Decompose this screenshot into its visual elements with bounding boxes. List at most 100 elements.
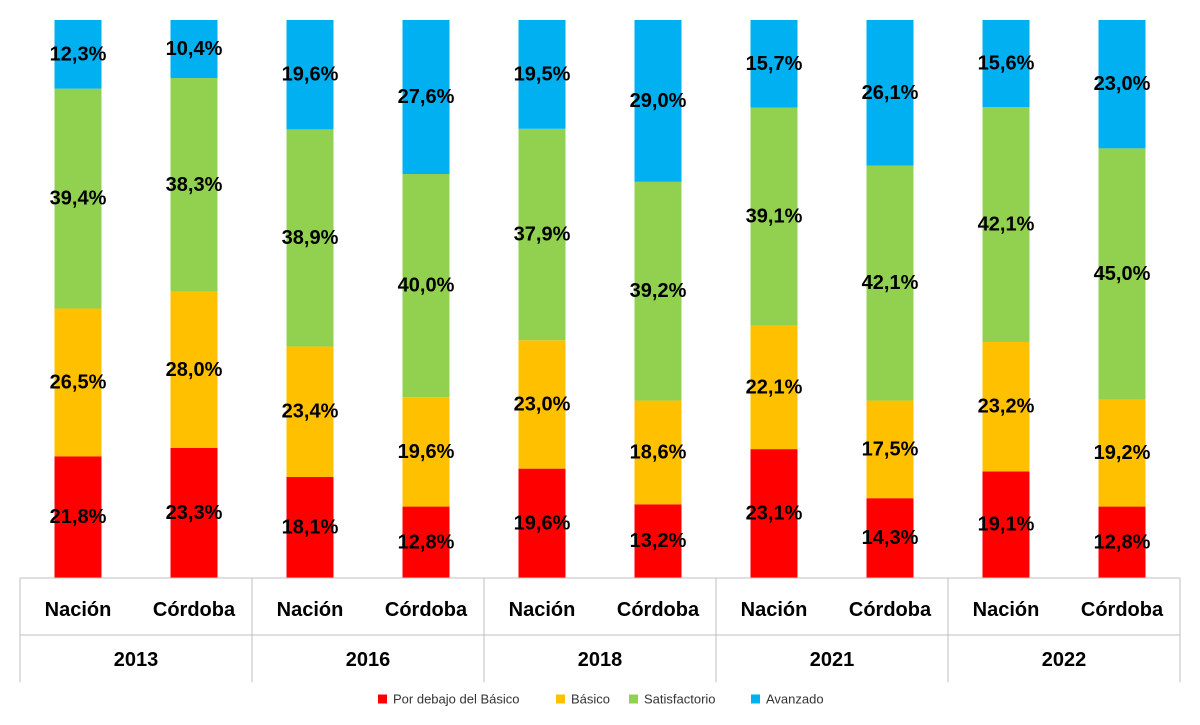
bar-segment [518,468,566,578]
data-label: 18,1% [282,517,339,539]
data-label: 39,1% [746,206,803,228]
data-label: 26,1% [862,82,919,104]
data-label: 17,5% [862,438,919,460]
data-label: 23,3% [166,502,223,524]
data-label: 23,0% [514,393,571,415]
data-label: 19,6% [398,441,455,463]
bar-segment [54,456,102,578]
group-label: 2022 [1042,649,1087,671]
category-label: Córdoba [1081,599,1164,621]
bar-segment [54,20,102,89]
bar-segment [1098,20,1146,149]
data-label: 45,0% [1094,263,1151,285]
bar-segment [750,20,798,108]
bar-segment [402,174,450,398]
data-label: 12,8% [398,531,455,553]
bar-segment [634,20,682,182]
data-label: 21,8% [50,506,107,528]
group-label: 2021 [810,649,855,671]
data-label: 38,3% [166,174,223,196]
bar-segment [170,20,218,79]
legend-swatch [556,694,565,704]
category-label: Nación [277,599,344,621]
category-label: Nación [741,599,808,621]
bar-segment [750,325,798,450]
category-label: Nación [45,599,112,621]
bar-segment [402,20,450,175]
bars-layer [54,20,1146,578]
bar-segment [170,291,218,448]
legend-swatch [378,694,387,704]
data-label: 39,4% [50,188,107,210]
data-label: 42,1% [862,272,919,294]
bar-segment [286,346,334,478]
bar-segment [866,498,914,578]
group-label: 2013 [114,649,159,671]
bar-segment [286,20,334,130]
bar-segment [634,504,682,578]
data-label: 38,9% [282,227,339,249]
category-label: Nación [973,599,1040,621]
bar-segment [1098,506,1146,578]
bar-segment [750,107,798,326]
bar-segment [750,449,798,578]
data-label: 28,0% [166,359,223,381]
data-label: 19,6% [282,64,339,86]
data-label: 23,4% [282,401,339,423]
category-label: Córdoba [617,599,700,621]
bar-segment [518,340,566,469]
group-label: 2016 [346,649,391,671]
data-label: 40,0% [398,275,455,297]
bar-segment [866,20,914,166]
bar-segment [518,20,566,129]
legend-label: Por debajo del Básico [393,692,519,707]
data-label: 37,9% [514,224,571,246]
bar-segment [54,88,102,309]
data-label: 23,1% [746,503,803,525]
legend-swatch [751,694,760,704]
data-label: 14,3% [862,527,919,549]
data-label: 23,0% [1094,73,1151,95]
bar-segment [982,107,1030,342]
category-label: Nación [509,599,576,621]
legend: Por debajo del Básico Básico Satisfactorio… [378,692,824,707]
bar-segment [982,341,1030,472]
data-label: 26,5% [50,371,107,393]
data-label: 19,2% [1094,442,1151,464]
data-label: 15,6% [978,53,1035,75]
bar-segment [170,447,218,578]
data-label: 15,7% [746,53,803,75]
bar-segment [634,400,682,505]
bar-segment [866,165,914,401]
data-label: 19,5% [514,63,571,85]
bar-segment [286,477,334,578]
data-label: 12,3% [50,43,107,65]
legend-label: Satisfactorio [644,692,716,707]
bar-segment [866,400,914,499]
data-label: 18,6% [630,441,687,463]
data-label: 12,8% [1094,531,1151,553]
data-label: 42,1% [978,214,1035,236]
data-label: 19,1% [978,514,1035,536]
group-label: 2018 [578,649,623,671]
data-label: 27,6% [398,86,455,108]
category-axis: Nación Córdoba 2013 Nación Córdoba 2016 Nación… [19,577,1181,682]
category-label: Córdoba [153,599,236,621]
bar-segment [402,397,450,507]
legend-swatch [629,694,638,704]
bar-segment [634,181,682,401]
legend-label: Avanzado [766,692,824,707]
segment-labels-layer: 21,8% 26,5% 39,4% 12,3% 23,3% 28,0% 38,3% 10,4%… [50,38,1151,553]
data-label: 10,4% [166,38,223,60]
data-label: 22,1% [746,376,803,398]
category-label: Córdoba [385,599,468,621]
bar-segment [982,471,1030,578]
bar-segment [1098,399,1146,507]
bar-segment [170,78,218,292]
bar-segment [982,20,1030,108]
bar-segment [54,308,102,457]
bar-segment [1098,148,1146,400]
category-label: Córdoba [849,599,932,621]
data-label: 23,2% [978,396,1035,418]
